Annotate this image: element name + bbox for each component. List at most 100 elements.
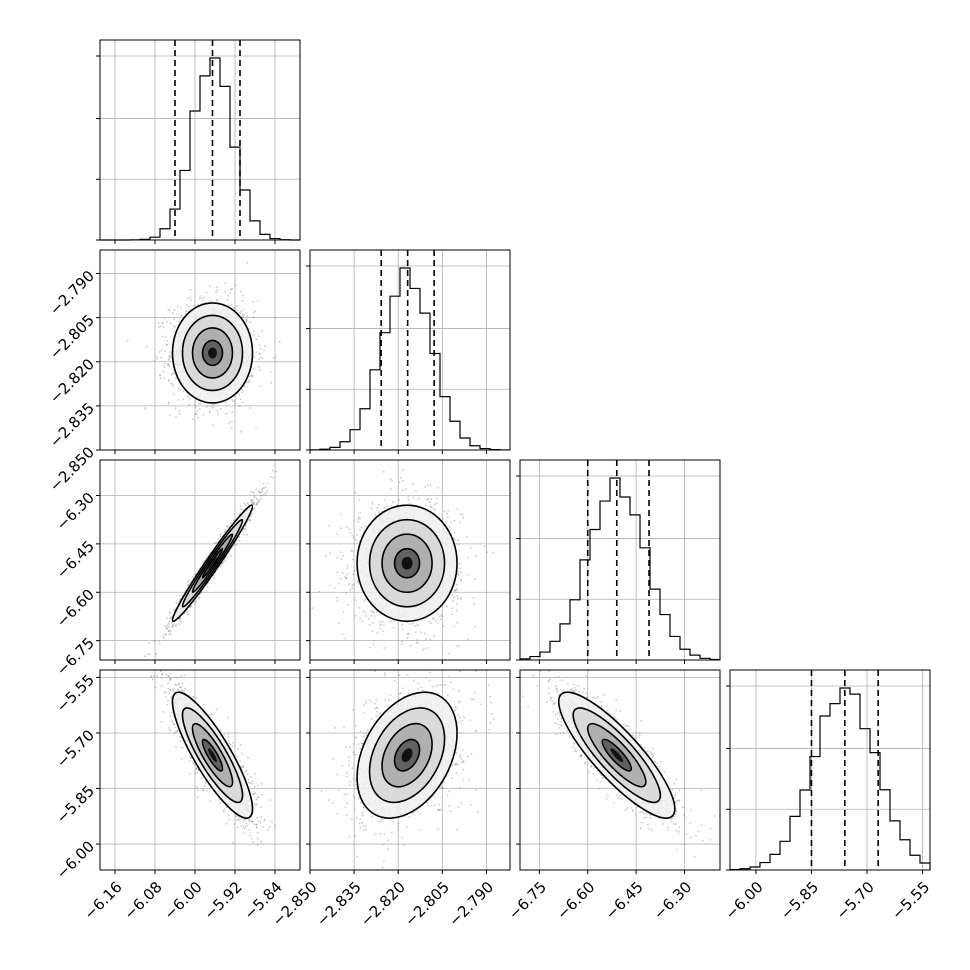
sample-point xyxy=(189,296,192,299)
sample-point xyxy=(234,400,236,402)
sample-point xyxy=(407,633,409,635)
sample-point xyxy=(219,533,222,535)
sample-point xyxy=(253,785,256,788)
sample-point xyxy=(249,381,251,384)
sample-point xyxy=(241,391,243,394)
sample-point xyxy=(258,352,261,355)
sample-point xyxy=(462,516,465,519)
sample-point xyxy=(208,411,211,414)
sample-point xyxy=(467,573,469,576)
sample-point xyxy=(391,501,394,504)
sample-point xyxy=(407,498,410,501)
sample-point xyxy=(345,577,347,580)
sample-point xyxy=(167,364,170,367)
sample-point xyxy=(169,322,172,325)
sample-point xyxy=(358,606,361,609)
sample-point xyxy=(247,756,250,759)
sample-point xyxy=(252,300,255,303)
sample-point xyxy=(407,495,410,498)
sample-point xyxy=(186,611,188,613)
sample-point xyxy=(269,371,272,373)
sample-point xyxy=(251,491,254,494)
sample-point xyxy=(168,378,171,381)
sample-point xyxy=(219,535,222,537)
sample-point xyxy=(368,624,371,626)
sample-point xyxy=(256,826,258,829)
sample-point xyxy=(148,663,150,665)
sample-point xyxy=(230,427,233,430)
sample-point xyxy=(415,642,418,644)
sample-point xyxy=(354,539,357,541)
sample-point xyxy=(167,362,170,365)
sample-point xyxy=(272,477,274,479)
sample-point xyxy=(409,502,411,505)
sample-point xyxy=(164,350,166,353)
sample-point xyxy=(245,320,248,323)
sample-point xyxy=(429,484,432,487)
sample-point xyxy=(257,796,260,798)
sample-point xyxy=(163,366,166,369)
sample-point xyxy=(456,645,459,648)
sample-point xyxy=(237,536,240,539)
sample-point xyxy=(429,501,431,503)
sample-point xyxy=(169,632,172,635)
sample-point xyxy=(325,554,328,557)
sample-point xyxy=(261,330,263,333)
sample-point xyxy=(245,318,248,321)
sample-point xyxy=(145,345,148,348)
sample-point xyxy=(416,624,418,626)
sample-point xyxy=(162,370,165,373)
sample-point xyxy=(194,413,197,415)
sample-point xyxy=(165,633,168,636)
sample-point xyxy=(409,645,412,648)
sample-point xyxy=(162,326,165,329)
sample-point xyxy=(175,745,177,748)
sample-point xyxy=(189,288,192,291)
sample-point xyxy=(177,682,180,685)
sample-point xyxy=(371,622,374,624)
sample-point xyxy=(187,579,190,582)
sample-point xyxy=(454,589,456,592)
sample-point xyxy=(236,305,238,307)
sample-point xyxy=(357,517,360,520)
sample-point xyxy=(351,550,354,552)
sample-point xyxy=(456,595,459,597)
sample-point xyxy=(220,407,222,410)
sample-point xyxy=(195,600,198,603)
sample-point xyxy=(435,619,438,622)
sample-point xyxy=(359,517,361,520)
sample-point xyxy=(230,522,232,524)
sample-point xyxy=(421,649,424,652)
sample-point xyxy=(257,365,260,368)
sample-point xyxy=(158,640,161,642)
sample-point xyxy=(251,512,254,515)
sample-point xyxy=(234,284,237,287)
sample-point xyxy=(167,629,170,632)
panel-frame xyxy=(309,459,511,661)
sample-point xyxy=(451,607,454,610)
contour-3 xyxy=(171,504,254,623)
sample-point xyxy=(328,584,331,587)
sample-point xyxy=(178,623,180,626)
sample-point xyxy=(250,498,252,501)
sample-point xyxy=(253,496,256,499)
sample-point xyxy=(401,489,404,491)
sample-point xyxy=(165,627,168,630)
hist-panel-2 xyxy=(516,459,721,664)
sample-point xyxy=(337,582,340,585)
sample-point xyxy=(265,486,268,488)
sample-point xyxy=(439,618,442,620)
sample-point xyxy=(241,316,244,318)
sample-point xyxy=(201,299,204,302)
sample-point xyxy=(165,343,168,346)
sample-point xyxy=(416,639,419,641)
sample-point xyxy=(434,503,436,506)
sample-point xyxy=(179,389,182,391)
sample-point xyxy=(241,389,243,391)
sample-point xyxy=(270,381,273,384)
sample-point xyxy=(179,462,181,464)
sample-point xyxy=(166,344,169,346)
sample-point xyxy=(197,416,199,419)
sample-point xyxy=(362,610,365,612)
sample-point xyxy=(146,666,148,668)
